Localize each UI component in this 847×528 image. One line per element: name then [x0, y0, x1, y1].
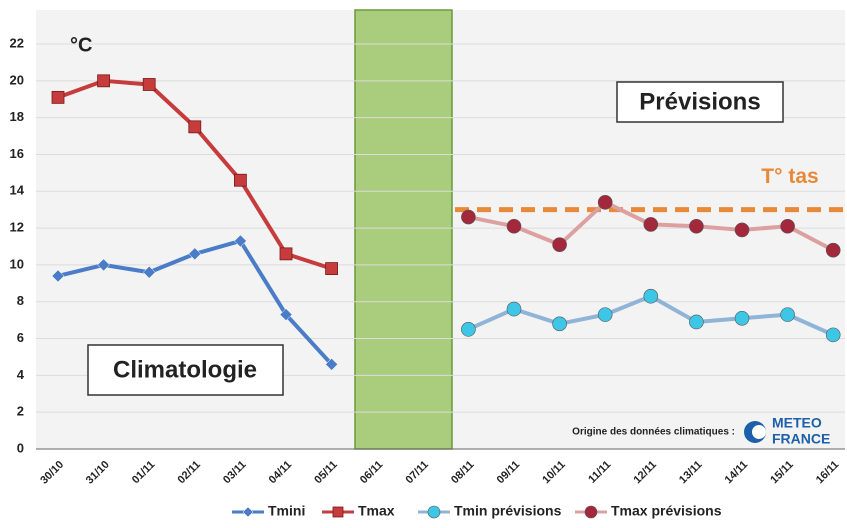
marker [552, 316, 567, 332]
marker [689, 314, 704, 330]
marker [689, 218, 704, 234]
x-tick-label: 02/11 [175, 459, 203, 487]
marker [461, 209, 476, 225]
x-tick-label: 30/10 [38, 459, 66, 487]
y-tick-label: 16 [10, 146, 24, 161]
x-tick-label: 31/10 [84, 459, 112, 487]
x-tick-label: 05/11 [312, 459, 340, 487]
x-tick-label: 09/11 [495, 459, 523, 487]
source-note: Origine des données climatiques : [572, 427, 735, 438]
legend-marker [242, 506, 254, 518]
marker [825, 327, 841, 343]
marker [643, 217, 659, 232]
logo-text: FRANCE [772, 431, 830, 447]
marker [734, 222, 750, 238]
marker [506, 301, 522, 317]
marker [780, 307, 795, 322]
x-tick-label: 13/11 [677, 459, 705, 487]
y-tick-label: 12 [10, 220, 24, 235]
marker [279, 247, 293, 261]
unit-label: °C [70, 34, 92, 56]
x-tick-label: 15/11 [768, 459, 796, 487]
y-tick-label: 10 [10, 256, 24, 271]
marker [51, 90, 65, 104]
marker [734, 310, 750, 326]
x-tick-label: 04/11 [267, 459, 295, 487]
annotation: Prévisions [639, 88, 760, 115]
x-tick-label: 11/11 [586, 459, 613, 486]
x-tick-label: 01/11 [130, 459, 158, 487]
marker [142, 265, 156, 279]
x-tick-label: 12/11 [631, 459, 659, 487]
marker [597, 195, 613, 210]
marker [552, 237, 567, 252]
legend-label: Tmini [268, 503, 305, 519]
marker [51, 269, 65, 283]
x-tick-label: 08/11 [449, 459, 477, 487]
y-tick-label: 8 [17, 293, 24, 308]
marker [279, 308, 293, 321]
threshold-label: T° tas [761, 165, 818, 188]
y-tick-label: 20 [10, 72, 24, 87]
gap-band [354, 9, 453, 450]
x-tick-label: 03/11 [221, 459, 249, 487]
legend-marker [427, 505, 441, 519]
legend-label: Tmin prévisions [454, 503, 562, 519]
annotation: Climatologie [113, 356, 257, 383]
y-tick-label: 6 [17, 330, 24, 345]
marker [325, 262, 339, 275]
marker [506, 218, 522, 234]
marker [233, 173, 247, 187]
legend-label: Tmax prévisions [611, 503, 722, 519]
marker [142, 78, 156, 91]
logo-text: METEO [772, 415, 822, 431]
y-tick-label: 14 [10, 183, 25, 198]
x-tick-label: 07/11 [403, 459, 431, 487]
x-tick-label: 06/11 [358, 459, 386, 487]
x-tick-label: 14/11 [723, 459, 751, 487]
logo-icon [752, 425, 766, 439]
marker [97, 74, 110, 88]
y-tick-label: 2 [17, 404, 24, 419]
marker [461, 322, 476, 337]
marker [780, 218, 795, 234]
y-tick-label: 0 [17, 440, 24, 455]
legend-marker [584, 505, 598, 519]
annotation-box [87, 344, 284, 396]
marker [597, 307, 613, 322]
x-tick-label: 10/11 [540, 459, 568, 487]
marker [188, 120, 202, 134]
marker [188, 247, 202, 261]
legend-marker [332, 506, 344, 518]
marker [643, 288, 659, 304]
x-tick-label: 16/11 [814, 459, 842, 487]
marker [97, 258, 110, 272]
marker [234, 234, 247, 248]
y-tick-label: 4 [17, 367, 25, 382]
y-tick-label: 22 [10, 35, 24, 50]
legend-label: Tmax [358, 503, 395, 519]
y-tick-label: 18 [10, 109, 24, 124]
marker [325, 357, 338, 371]
marker [825, 242, 841, 258]
annotation-box [616, 81, 784, 123]
